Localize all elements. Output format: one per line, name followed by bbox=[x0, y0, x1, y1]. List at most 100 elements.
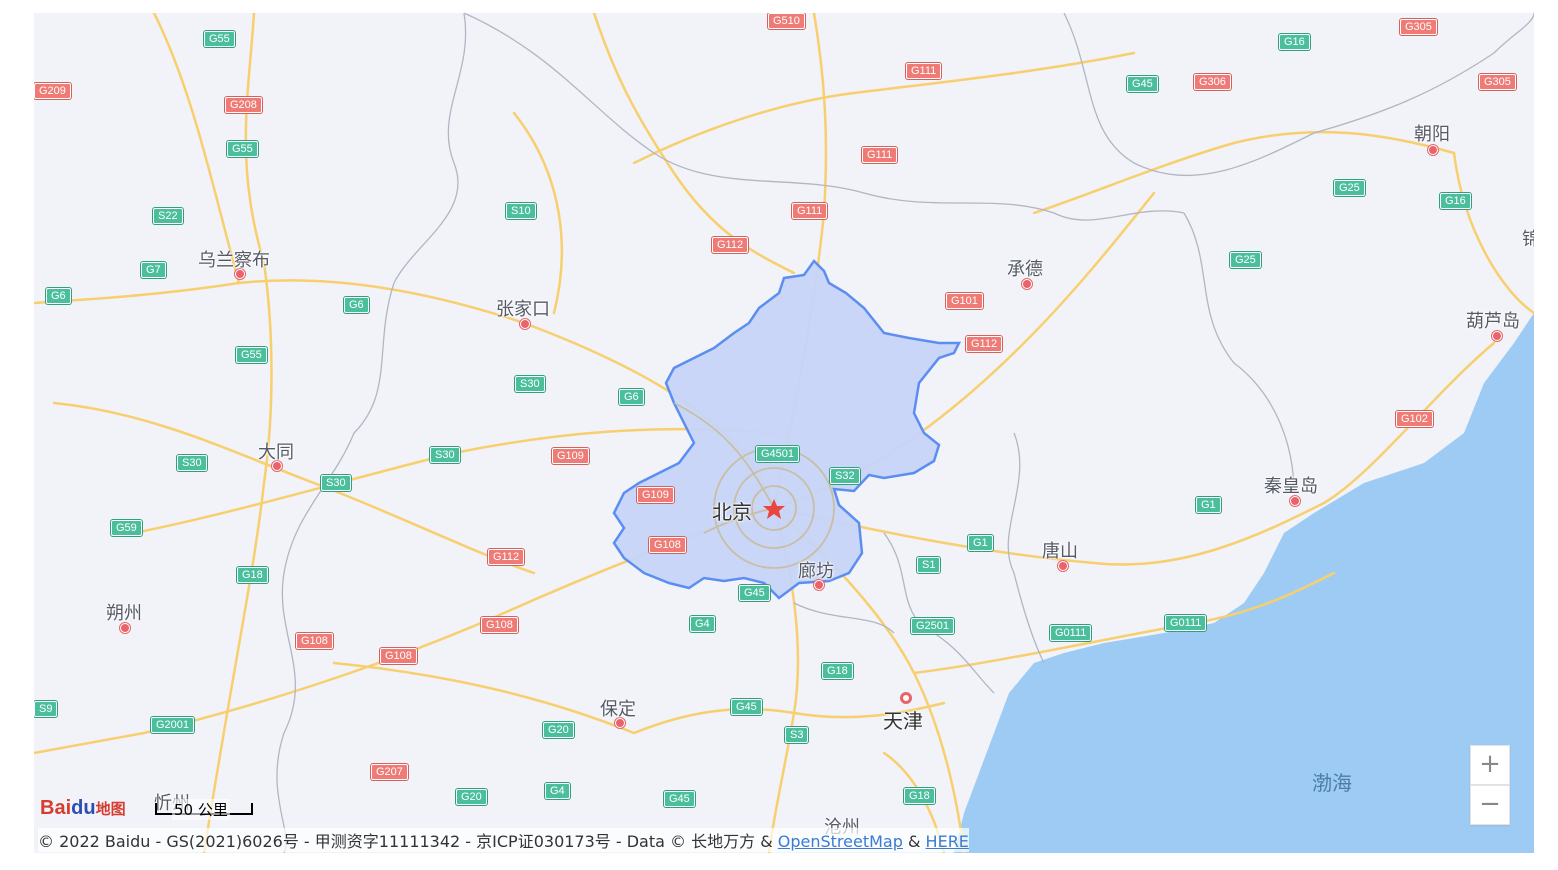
city-label-shuozhou[interactable]: 朔州 bbox=[106, 603, 142, 624]
road-shield: G20 bbox=[456, 789, 487, 805]
scale-label: 50 公里 bbox=[172, 799, 230, 820]
road-shield: G102 bbox=[1396, 411, 1433, 427]
road-shield: G112 bbox=[966, 336, 1003, 352]
city-dot-qinhuangdao[interactable] bbox=[1290, 496, 1300, 506]
attribution-amp: & bbox=[902, 832, 926, 851]
city-dot-tianjin[interactable] bbox=[900, 692, 912, 704]
city-label-qinhuangdao[interactable]: 秦皇岛 bbox=[1264, 476, 1318, 497]
road-shield: S1 bbox=[917, 557, 941, 573]
zoom-in-button[interactable]: + bbox=[1470, 745, 1510, 785]
logo-du-paw-icon: du bbox=[71, 797, 96, 819]
road-shield: G45 bbox=[1127, 76, 1158, 92]
road-shield: G109 bbox=[552, 448, 589, 464]
road-shield: G6 bbox=[46, 288, 71, 304]
city-label-tianjin[interactable]: 天津 bbox=[883, 709, 923, 733]
logo-cn: 地图 bbox=[95, 801, 126, 818]
city-dot-tangshan[interactable] bbox=[1058, 561, 1068, 571]
road-shield: G305 bbox=[1400, 19, 1437, 35]
province-borders bbox=[276, 13, 1534, 853]
road-shield: S32 bbox=[830, 468, 860, 484]
city-dot-baoding[interactable] bbox=[615, 718, 625, 728]
road-shield: G18 bbox=[822, 663, 853, 679]
road-shield: S10 bbox=[506, 203, 536, 219]
city-label-wulanchabu[interactable]: 乌兰察布 bbox=[198, 250, 270, 271]
city-label-zhangjiakou[interactable]: 张家口 bbox=[496, 299, 550, 320]
map-attribution: © 2022 Baidu - GS(2021)6026号 - 甲测资字11111… bbox=[38, 828, 969, 852]
road-shield: G59 bbox=[111, 520, 142, 536]
road-shield: G208 bbox=[225, 97, 262, 113]
road-shield: G2501 bbox=[911, 618, 955, 634]
city-dot-huludao[interactable] bbox=[1492, 331, 1502, 341]
road-shield: G4 bbox=[690, 616, 715, 632]
attribution-text: © 2022 Baidu - GS(2021)6026号 - 甲测资字11111… bbox=[38, 832, 778, 851]
city-label-langfang[interactable]: 廊坊 bbox=[798, 561, 834, 582]
road-shield: G45 bbox=[731, 699, 762, 715]
baidu-map-logo[interactable]: Baidu地图 bbox=[40, 797, 126, 820]
road-shield: S22 bbox=[153, 208, 183, 224]
road-shield: G108 bbox=[380, 648, 417, 664]
beijing-region bbox=[612, 259, 962, 600]
road-shield: G6 bbox=[619, 389, 644, 405]
road-shield: G20 bbox=[543, 722, 574, 738]
city-dot-datong[interactable] bbox=[272, 461, 282, 471]
road-shield: G112 bbox=[488, 549, 525, 565]
road-shield: G109 bbox=[637, 487, 674, 503]
highways bbox=[34, 13, 1534, 853]
road-shield: G45 bbox=[739, 585, 770, 601]
city-label-datong[interactable]: 大同 bbox=[258, 442, 294, 463]
road-shield: G1 bbox=[1196, 497, 1221, 513]
road-shield: G16 bbox=[1440, 193, 1471, 209]
city-label-beijing[interactable]: 北京 bbox=[712, 500, 752, 524]
city-dot-shuozhou[interactable] bbox=[120, 623, 130, 633]
road-shield: G108 bbox=[296, 633, 333, 649]
city-label-jin[interactable]: 锦 bbox=[1522, 229, 1534, 250]
city-dot-zhangjiakou[interactable] bbox=[520, 319, 530, 329]
road-shield: S30 bbox=[321, 475, 351, 491]
map-canvas[interactable]: 北京 天津 张家口 乌兰察布 大同 朔州 忻州 保定 廊坊 承德 唐山 秦皇岛 … bbox=[34, 13, 1534, 853]
road-shield: G16 bbox=[1279, 34, 1310, 50]
road-shield: G45 bbox=[664, 791, 695, 807]
road-shield: G2001 bbox=[151, 717, 195, 733]
city-dot-langfang[interactable] bbox=[814, 580, 824, 590]
road-shield: G101 bbox=[946, 293, 983, 309]
zoom-out-button[interactable]: − bbox=[1470, 785, 1510, 825]
road-shield: G209 bbox=[34, 83, 71, 99]
road-shield: G7 bbox=[141, 262, 166, 278]
road-shield: S30 bbox=[515, 376, 545, 392]
road-shield: G108 bbox=[481, 617, 518, 633]
road-shield: S30 bbox=[177, 455, 207, 471]
road-shield: G25 bbox=[1230, 252, 1261, 268]
city-dot-chengde[interactable] bbox=[1022, 279, 1032, 289]
road-shield: G55 bbox=[236, 347, 267, 363]
road-shield: S30 bbox=[430, 447, 460, 463]
road-shield: G18 bbox=[904, 788, 935, 804]
openstreetmap-link[interactable]: OpenStreetMap bbox=[777, 832, 903, 851]
road-shield: G111 bbox=[906, 63, 942, 79]
map-base-layer bbox=[34, 13, 1534, 853]
city-label-baoding[interactable]: 保定 bbox=[600, 699, 636, 720]
road-shield: G305 bbox=[1479, 74, 1516, 90]
here-link[interactable]: HERE bbox=[925, 832, 969, 851]
sea-label-bohai: 渤海 bbox=[1312, 771, 1352, 795]
road-shield: S3 bbox=[785, 727, 809, 743]
road-shield: S9 bbox=[34, 701, 58, 717]
road-shield: G1 bbox=[968, 535, 993, 551]
road-shield: G4501 bbox=[756, 446, 800, 462]
road-shield: G111 bbox=[792, 203, 828, 219]
road-shield: G4 bbox=[545, 783, 570, 799]
city-label-chaoyang[interactable]: 朝阳 bbox=[1414, 124, 1450, 145]
city-dot-chaoyang[interactable] bbox=[1428, 145, 1438, 155]
road-shield: G111 bbox=[862, 147, 898, 163]
city-label-huludao[interactable]: 葫芦岛 bbox=[1466, 311, 1520, 332]
city-dot-wulanchabu[interactable] bbox=[235, 269, 245, 279]
road-shield: G306 bbox=[1194, 74, 1231, 90]
road-shield: G55 bbox=[204, 31, 235, 47]
road-shield: G55 bbox=[227, 141, 258, 157]
road-shield: G112 bbox=[712, 237, 749, 253]
logo-bai: Bai bbox=[40, 797, 72, 819]
road-shield: G6 bbox=[344, 297, 369, 313]
road-shield: G510 bbox=[768, 13, 805, 29]
city-label-tangshan[interactable]: 唐山 bbox=[1042, 541, 1078, 562]
road-shield: G207 bbox=[371, 764, 408, 780]
city-label-chengde[interactable]: 承德 bbox=[1007, 259, 1043, 280]
